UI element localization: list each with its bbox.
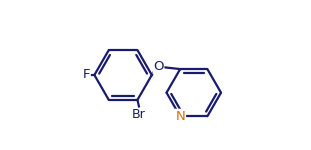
Text: O: O: [153, 60, 164, 73]
Text: F: F: [83, 69, 91, 81]
Text: N: N: [175, 110, 185, 123]
Text: Br: Br: [132, 108, 146, 121]
